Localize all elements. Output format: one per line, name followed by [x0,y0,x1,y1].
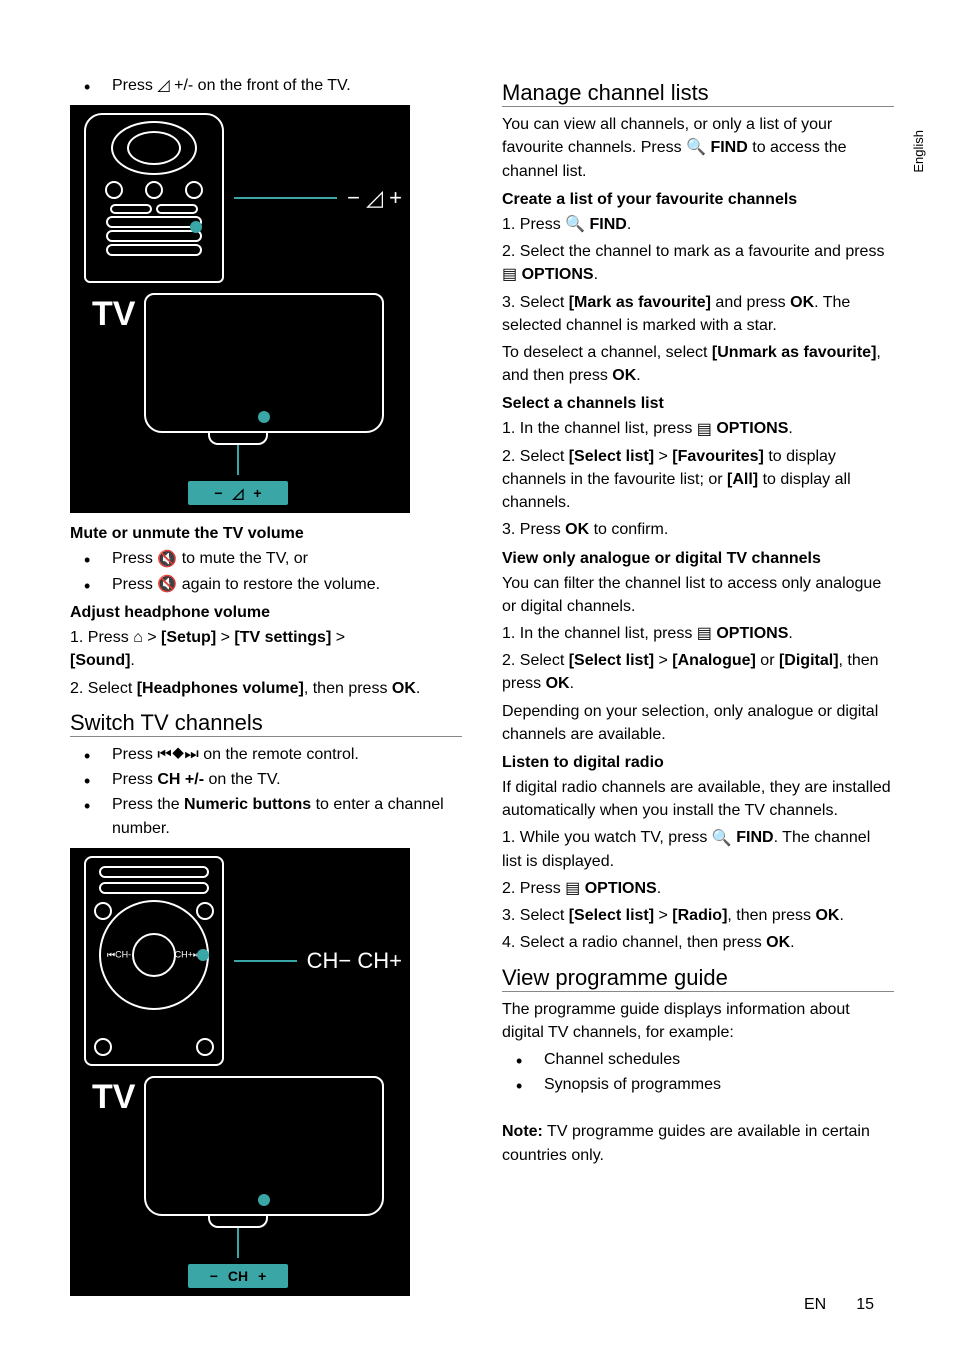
select-list-heading: Select a channels list [502,395,894,413]
options-icon: ▤ [697,622,712,645]
headphone-step2: 2. Select [Headphones volume], then pres… [70,677,462,700]
radio-intro: If digital radio channels are available,… [502,776,894,822]
right-column: Manage channel lists You can view all ch… [502,70,894,1308]
options-icon: ▤ [697,418,712,441]
headphone-step1: 1. Press ⌂ > [Setup] > [TV settings] > [… [70,626,462,673]
fav-deselect: To deselect a channel, select [Unmark as… [502,341,894,387]
home-icon: ⌂ [133,626,143,649]
diagram-vol-label: − ◿ + [347,185,402,211]
view-note: Depending on your selection, only analog… [502,700,894,746]
fav-step2: 2. Select the channel to mark as a favou… [502,240,894,287]
remote-top-illustration [84,113,224,283]
options-icon: ▤ [502,263,517,286]
top-bullet: Press ◿ +/- on the front of the TV. [70,74,462,97]
sel-step3: 3. Press OK to confirm. [502,518,894,541]
create-fav-heading: Create a list of your favourite channels [502,191,894,209]
mute-heading: Mute or unmute the TV volume [70,525,462,543]
switch-b1: Press ⏮◆⏭ on the remote control. [70,743,462,766]
tv-ch-panel: − CH + [188,1264,288,1288]
volume-triangle-icon: ◿ [157,74,169,97]
page-footer: EN 15 [804,1296,874,1314]
options-icon: ▤ [565,877,580,900]
mute-icon: 🔇 [157,573,177,596]
footer-lang: EN [804,1296,826,1314]
page-columns: Press ◿ +/- on the front of the TV. − ◿ … [70,70,894,1308]
diagram-ch-label: CH− CH+ [307,948,402,974]
view-step1: 1. In the channel list, press ▤ OPTIONS. [502,622,894,645]
search-icon: 🔍 [565,213,585,236]
vpg-b2: Synopsis of programmes [502,1073,894,1096]
search-icon: 🔍 [712,827,732,850]
vpg-b1: Channel schedules [502,1048,894,1071]
switch-b3: Press the Numeric buttons to enter a cha… [70,793,462,839]
fav-step3: 3. Select [Mark as favourite] and press … [502,291,894,337]
mute-bullet-1: Press 🔇 to mute the TV, or [70,547,462,570]
view-step2: 2. Select [Select list] > [Analogue] or … [502,649,894,695]
tv-vol-panel: − ◿ + [188,481,288,505]
switch-channels-heading: Switch TV channels [70,710,462,737]
left-column: Press ◿ +/- on the front of the TV. − ◿ … [70,70,462,1308]
radio-heading: Listen to digital radio [502,754,894,772]
fav-step1: 1. Press 🔍 FIND. [502,213,894,236]
radio-step3: 3. Select [Select list] > [Radio], then … [502,904,894,927]
diagram-channels: ⏮CH- CH+⏭ CH− CH+ TV [70,848,410,1296]
mute-icon: 🔇 [157,548,177,571]
diagram-volume: − ◿ + TV − ◿ + [70,105,410,513]
remote-mid-illustration: ⏮CH- CH+⏭ [84,856,224,1066]
radio-step2: 2. Press ▤ OPTIONS. [502,877,894,900]
programme-guide-heading: View programme guide [502,965,894,992]
sel-step1: 1. In the channel list, press ▤ OPTIONS. [502,417,894,440]
mute-bullet-2: Press 🔇 again to restore the volume. [70,573,462,596]
search-icon: 🔍 [686,136,706,159]
manage-lists-intro: You can view all channels, or only a lis… [502,113,894,183]
vpg-note: Note: TV programme guides are available … [502,1120,894,1166]
view-analogue-heading: View only analogue or digital TV channel… [502,550,894,568]
sel-step2: 2. Select [Select list] > [Favourites] t… [502,445,894,515]
view-intro: You can filter the channel list to acces… [502,572,894,618]
bullet-press-front: Press ◿ +/- on the front of the TV. [70,74,462,97]
language-tab: English [911,130,926,173]
tv-illustration: TV − ◿ + [78,293,398,505]
switch-b2: Press CH +/- on the TV. [70,768,462,791]
prev-next-icon: ⏮◆⏭ [157,743,198,766]
vpg-intro: The programme guide displays information… [502,998,894,1044]
footer-page: 15 [856,1296,874,1314]
manage-lists-heading: Manage channel lists [502,80,894,107]
headphone-heading: Adjust headphone volume [70,604,462,622]
radio-step1: 1. While you watch TV, press 🔍 FIND. The… [502,826,894,873]
tv-illustration-2: TV − CH + [78,1076,398,1288]
radio-step4: 4. Select a radio channel, then press OK… [502,931,894,954]
